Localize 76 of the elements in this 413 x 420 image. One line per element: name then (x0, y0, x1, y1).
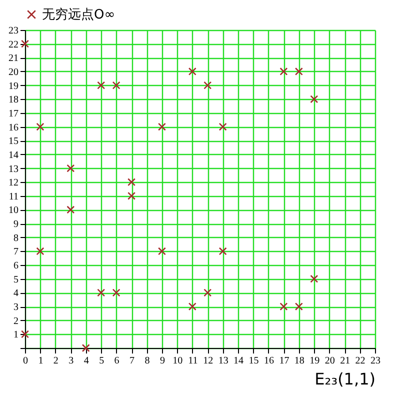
point (310, 95, 318, 104)
y-tick-label: 14 (8, 150, 18, 161)
x-tick-label: 14 (234, 356, 244, 366)
point (66, 164, 75, 172)
x-tick-label: 23 (370, 356, 380, 366)
point (97, 81, 106, 90)
point (294, 67, 303, 76)
point (66, 206, 75, 214)
x-tick-label: 7 (130, 356, 135, 366)
point (128, 178, 136, 186)
y-tick-label: 20 (8, 66, 18, 78)
point (294, 302, 303, 311)
y-tick-label: 15 (8, 136, 18, 148)
x-tick-label: 17 (279, 356, 290, 366)
x-tick-label: 13 (218, 356, 228, 366)
point (36, 122, 44, 131)
y-tick-label: 7 (14, 246, 18, 258)
x-tick-label: 2 (53, 356, 58, 366)
point (128, 192, 136, 200)
point (20, 40, 30, 48)
x-tick-label: 0 (23, 356, 28, 366)
y-tick-label: 13 (8, 164, 18, 175)
x-tick-label: 21 (340, 356, 350, 366)
point (158, 122, 166, 131)
x-tick-label: 10 (172, 356, 183, 366)
point (158, 247, 166, 256)
point (204, 288, 212, 297)
point (310, 274, 318, 283)
x-tick-label: 19 (310, 356, 320, 366)
x-tick-label: 6 (114, 356, 120, 366)
point (218, 122, 227, 131)
point (36, 247, 44, 256)
y-tick-label: 12 (8, 178, 18, 189)
x-tick-label: 22 (355, 356, 366, 366)
point (188, 67, 196, 76)
y-tick-label: 8 (14, 232, 18, 244)
x-tick-label: 20 (324, 356, 335, 366)
y-tick-label: 1 (14, 330, 18, 341)
y-tick-label: 2 (14, 316, 18, 327)
y-tick-label: 17 (8, 108, 18, 120)
y-tick-label: 3 (14, 302, 18, 314)
point (280, 67, 288, 76)
y-tick-label: 5 (14, 274, 18, 286)
x-tick-label: 18 (294, 356, 304, 366)
y-tick-label: 18 (8, 94, 18, 106)
legend-label: 无穷远点O∞ (42, 8, 116, 22)
y-tick-label: 22 (8, 39, 18, 50)
point (112, 81, 120, 90)
point (20, 330, 30, 338)
point (218, 247, 227, 256)
point (82, 344, 90, 352)
y-tick-label: 6 (14, 260, 18, 272)
y-tick-label: 16 (8, 122, 18, 134)
y-tick-label: 10 (8, 205, 18, 216)
y-tick-label: 9 (14, 219, 18, 230)
x-tick-label: 16 (264, 356, 274, 366)
x-tick-label: 8 (144, 356, 150, 366)
point (97, 288, 106, 297)
x-tick-label: 12 (203, 356, 214, 366)
x-tick-label: 15 (248, 356, 259, 366)
x-tick-label: 9 (160, 356, 165, 366)
x-axis-title: E₂₃(1,1) (314, 370, 376, 388)
x-tick-label: 5 (99, 356, 104, 366)
x-tick-label: 4 (84, 356, 89, 366)
y-tick-label: 19 (8, 80, 18, 92)
point (112, 288, 120, 297)
point (204, 81, 212, 90)
y-tick-label: 11 (8, 191, 18, 202)
x-tick-label: 1 (38, 356, 44, 366)
y-tick-label: 4 (14, 288, 18, 300)
y-tick-label: 21 (8, 53, 18, 64)
point (280, 302, 288, 311)
x-tick-label: 11 (188, 356, 198, 366)
point (188, 302, 196, 311)
y-tick-label: 23 (8, 26, 18, 36)
x-tick-label: 3 (68, 356, 74, 366)
